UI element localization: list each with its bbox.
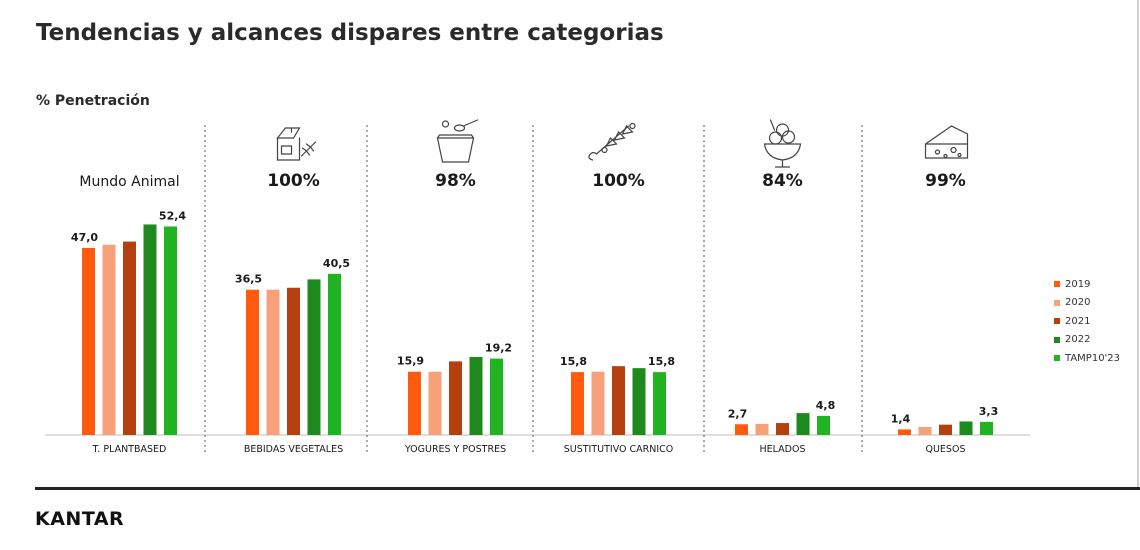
chart-title: Tendencias y alcances dispares entre cat… [36, 20, 664, 46]
bar-6-2020 [918, 427, 932, 435]
data-label-6-5: 3,3 [979, 405, 999, 418]
kantar-logo: KANTAR [35, 508, 125, 530]
bar-2-2022 [307, 279, 321, 435]
chart-subtitle: % Penetración [36, 93, 150, 109]
cheese-icon [924, 125, 969, 159]
bar-6-2021 [939, 424, 952, 435]
bar-3-2019 [408, 371, 421, 435]
bar-1-2022 [143, 224, 157, 435]
bar-4-2019 [571, 372, 584, 435]
milk-carton-icon [276, 127, 317, 161]
bar-2-2020 [266, 289, 280, 435]
legend-label: TAMP10'23 [1065, 352, 1121, 364]
category-label-3: YOGURES Y POSTRES [404, 444, 506, 455]
category-label-1: T. PLANTBASED [92, 444, 167, 455]
data-label-1-5: 52,4 [159, 209, 186, 222]
data-label-4-5: 15,8 [648, 355, 675, 368]
bar-2-TAMP10'23 [328, 273, 341, 435]
legend-item-2022: 2022 [1054, 331, 1120, 350]
group-header-5: 84% [762, 171, 803, 191]
data-label-3-1: 15,9 [397, 355, 424, 368]
bar-5-2022 [796, 413, 810, 435]
group-header-4: 100% [592, 171, 645, 191]
footer-divider [35, 487, 1140, 490]
data-label-5-1: 2,7 [728, 407, 748, 420]
category-label-6: QUESOS [926, 444, 966, 455]
bar-chart: Mundo Animal 47,0 52,4 T. PLANTBASED 100% 36… [45, 119, 1030, 455]
bar-2-2021 [287, 287, 300, 435]
data-label-4-1: 15,8 [560, 355, 587, 368]
legend-label: 2020 [1065, 297, 1091, 309]
group-header-2: 100% [267, 171, 320, 191]
bar-4-2022 [632, 368, 646, 435]
bar-4-2020 [591, 371, 605, 435]
bar-3-TAMP10'23 [490, 358, 503, 435]
page-edge-line [1137, 0, 1139, 490]
data-label-6-1: 1,4 [891, 412, 911, 425]
data-label-2-1: 36,5 [235, 273, 262, 286]
bar-2-2019 [246, 289, 259, 435]
skewer-icon [588, 122, 636, 161]
group-header-6: 99% [925, 171, 966, 191]
legend-item-tamp10-23: TAMP10'23 [1054, 349, 1120, 368]
legend-swatch [1054, 336, 1060, 343]
legend-item-2021: 2021 [1054, 312, 1120, 331]
bar-5-2021 [776, 423, 789, 435]
legend-item-2020: 2020 [1054, 294, 1120, 313]
legend-swatch [1054, 281, 1060, 288]
bar-4-2021 [612, 366, 625, 435]
bar-5-2020 [755, 423, 769, 435]
chart-legend: 2019 2020 2021 2022 TAMP10'23 [1054, 275, 1120, 368]
bar-5-2019 [735, 424, 748, 435]
data-label-2-5: 40,5 [323, 257, 350, 270]
bar-3-2022 [469, 356, 483, 435]
data-label-3-5: 19,2 [485, 342, 512, 355]
legend-swatch [1054, 318, 1060, 325]
legend-label: 2019 [1065, 278, 1091, 290]
bar-6-2019 [898, 429, 911, 435]
data-label-1-1: 47,0 [71, 231, 98, 244]
group-header-3: 98% [435, 171, 476, 191]
legend-label: 2022 [1065, 334, 1091, 346]
legend-item-2019: 2019 [1054, 275, 1120, 294]
category-label-5: HELADOS [760, 444, 806, 455]
bar-6-TAMP10'23 [980, 421, 993, 435]
bar-6-2022 [959, 421, 973, 435]
data-label-5-5: 4,8 [816, 399, 836, 412]
category-label-4: SUSTITUTIVO CARNICO [564, 444, 674, 455]
bar-3-2021 [449, 361, 462, 435]
group-header-1: Mundo Animal [79, 174, 179, 190]
bar-3-2020 [428, 371, 442, 435]
bar-5-TAMP10'23 [817, 415, 830, 435]
legend-swatch [1054, 355, 1060, 362]
bar-1-2019 [82, 247, 95, 435]
bar-1-TAMP10'23 [164, 226, 177, 435]
yogurt-cup-icon [436, 119, 479, 163]
bar-4-TAMP10'23 [653, 372, 666, 435]
bar-1-2020 [102, 244, 116, 435]
legend-label: 2021 [1065, 315, 1091, 327]
ice-cream-cup-icon [763, 119, 802, 168]
bar-1-2021 [123, 241, 136, 435]
legend-swatch [1054, 299, 1060, 306]
category-label-2: BEBIDAS VEGETALES [244, 444, 343, 455]
